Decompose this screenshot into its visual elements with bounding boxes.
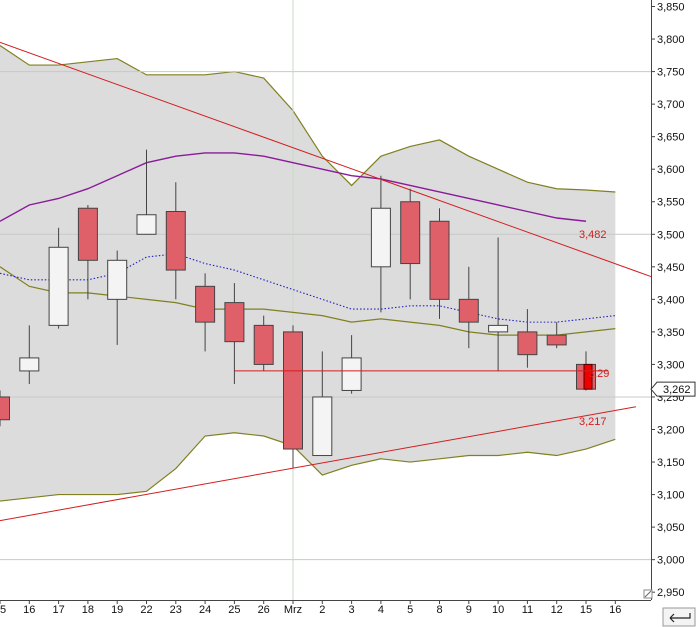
price-markers: 3,482 3,217 3,29 3,262 xyxy=(579,229,696,428)
y-tick-label: 3,500 xyxy=(657,229,685,241)
x-tick-label: 15 xyxy=(580,604,592,616)
x-tick-label: 16 xyxy=(23,604,35,616)
upper-trend-label: 3,482 xyxy=(579,229,607,241)
x-axis-background xyxy=(0,600,697,627)
lower-trend-line xyxy=(0,406,637,522)
x-tick-label: 26 xyxy=(258,604,270,616)
candle-body xyxy=(136,214,157,235)
x-tick-label: 23 xyxy=(170,604,182,616)
candle-body xyxy=(341,357,362,391)
x-tick-label: 3 xyxy=(349,604,355,616)
y-tick-label: 3,050 xyxy=(657,522,685,534)
candle-body xyxy=(77,207,98,261)
x-tick-label: 19 xyxy=(111,604,123,616)
y-tick-label: 3,700 xyxy=(657,99,685,111)
upper-band-line xyxy=(0,45,616,193)
x-tick-label: 9 xyxy=(466,604,472,616)
upper-trend-line xyxy=(0,41,652,278)
x-tick-label: 11 xyxy=(522,604,533,616)
x-tick-label: 22 xyxy=(140,604,152,616)
y-tick-label: 3,100 xyxy=(657,490,685,502)
scroll-back-button[interactable] xyxy=(662,607,696,627)
y-tick-label: 3,850 xyxy=(657,2,685,14)
x-tick-label: Mrz xyxy=(284,604,302,616)
y-tick-label: 3,150 xyxy=(657,457,685,469)
bollinger-band xyxy=(0,45,616,502)
last-price-label: 3,262 xyxy=(663,384,691,396)
horizontal-level-label: 3,29 xyxy=(588,368,609,380)
x-tick-label: 17 xyxy=(52,604,64,616)
y-tick-label: 3,300 xyxy=(657,359,685,371)
candle-body xyxy=(19,357,40,372)
candle-body xyxy=(517,331,538,356)
candle-body xyxy=(370,207,391,268)
x-tick-label: 5 xyxy=(407,604,413,616)
lower-band-line xyxy=(0,432,616,502)
x-tick-label: 8 xyxy=(436,604,442,616)
x-tick-label: 18 xyxy=(82,604,94,616)
x-tick-label: 12 xyxy=(551,604,563,616)
x-tick-label: 15 xyxy=(0,604,6,616)
candle-body xyxy=(165,210,186,271)
y-tick-label: 3,600 xyxy=(657,164,685,176)
candles xyxy=(0,149,596,469)
y-tick-label: 3,000 xyxy=(657,555,685,567)
purple-average-line xyxy=(0,152,587,222)
y-tick-label: 3,200 xyxy=(657,425,685,437)
olive-average-line xyxy=(0,266,616,336)
candle-body xyxy=(195,285,216,323)
candle-body xyxy=(458,298,479,323)
x-tick-label: 25 xyxy=(228,604,240,616)
y-tick-label: 2,950 xyxy=(657,587,685,599)
grid xyxy=(0,0,651,600)
band-fill xyxy=(0,45,616,502)
candle-body xyxy=(107,259,128,300)
corner-controls xyxy=(643,589,696,627)
y-tick-label: 3,750 xyxy=(657,67,685,79)
candle-body xyxy=(546,334,567,346)
y-tick-label: 3,550 xyxy=(657,197,685,209)
y-tick-label: 3,450 xyxy=(657,262,685,274)
candle-body xyxy=(312,396,333,457)
x-tick-label: 16 xyxy=(609,604,621,616)
candle-body xyxy=(429,220,450,300)
trend-lines xyxy=(0,41,652,522)
candle-body xyxy=(0,396,10,421)
x-tick-label: 2 xyxy=(319,604,325,616)
candle-body xyxy=(48,246,69,326)
candle-body xyxy=(400,201,421,265)
y-tick-label: 3,350 xyxy=(657,327,685,339)
middle-band-dotted-line xyxy=(0,253,616,323)
y-tick-label: 3,650 xyxy=(657,132,685,144)
indicator-lines xyxy=(0,152,616,336)
y-tick-label: 3,800 xyxy=(657,34,685,46)
candle-body xyxy=(224,302,245,343)
arrow-left-icon xyxy=(669,613,691,623)
last-price-box xyxy=(650,381,696,397)
current-candle-highlight xyxy=(583,363,593,390)
x-tick-label: 10 xyxy=(492,604,504,616)
lower-trend-label: 3,217 xyxy=(579,416,607,428)
candle-body xyxy=(253,324,274,365)
candle-body xyxy=(283,331,303,450)
candle-body xyxy=(488,324,509,333)
y-axis: 2,9503,0003,0503,1003,1503,2003,2503,300… xyxy=(651,0,685,600)
y-tick-label: 3,400 xyxy=(657,294,685,306)
x-axis: 15161718192223242526Mrz2345891011121516 xyxy=(0,600,697,627)
x-tick-label: 4 xyxy=(378,604,384,616)
x-tick-label: 24 xyxy=(199,604,211,616)
